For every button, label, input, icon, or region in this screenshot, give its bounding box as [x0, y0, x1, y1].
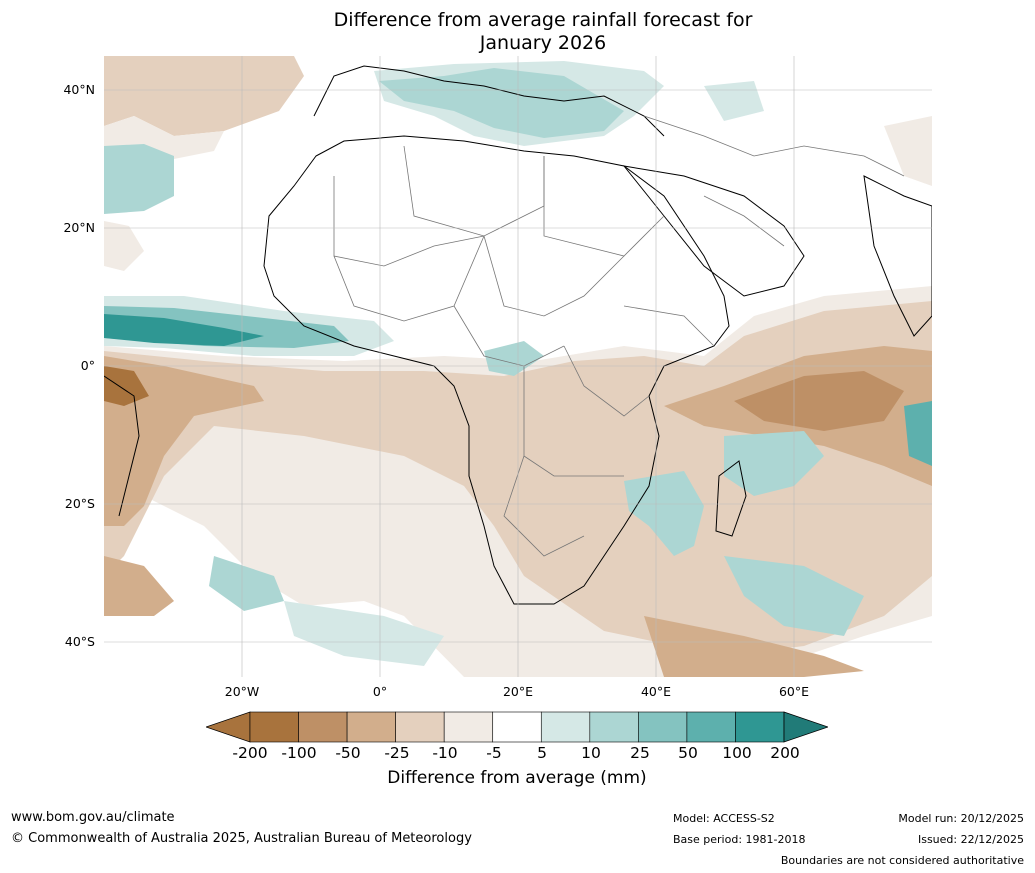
- lat-label-40n: 40°N: [63, 82, 95, 97]
- wet-area-mozambique-channel: [624, 471, 704, 556]
- colorbar-tick: 25: [630, 744, 650, 762]
- colorbar-tick: 200: [770, 744, 800, 762]
- colorbar-label: Difference from average (mm): [387, 768, 647, 788]
- chart-title: Difference from average rainfall forecas…: [0, 9, 1035, 55]
- footer-issued: Issued: 22/12/2025: [917, 833, 1024, 846]
- colorbar-cell: [395, 711, 445, 743]
- colorbar-cell: [346, 711, 396, 743]
- wet-area-atlantic-north: [104, 144, 174, 214]
- colorbar-tick: -100: [281, 744, 317, 762]
- dry-area-brazil-core: [104, 366, 149, 406]
- wet-area-gulf-guinea-core: [104, 314, 264, 346]
- colorbar-cell: [589, 711, 639, 743]
- footer-base-period: Base period: 1981-2018: [673, 833, 806, 846]
- dry-area-east-asia: [884, 116, 932, 186]
- dry-area-atlantic-north: [104, 56, 304, 136]
- colorbar-extend-high: [783, 711, 828, 743]
- colorbar: [206, 711, 828, 743]
- colorbar-cell: [638, 711, 688, 743]
- madagascar-coastline: [715, 460, 747, 537]
- colorbar-tick: -10: [432, 744, 458, 762]
- colorbar-extend-low: [206, 711, 251, 743]
- colorbar-tick: 50: [678, 744, 698, 762]
- lat-label-20s: 20°S: [64, 496, 95, 511]
- lon-label-20w: 20°W: [224, 684, 260, 699]
- wet-area-black-sea: [704, 81, 764, 121]
- dry-area-south-atlantic: [104, 556, 174, 616]
- footer-model-run: Model run: 20/12/2025: [898, 812, 1024, 825]
- footer-copyright: © Commonwealth of Australia 2025, Austra…: [11, 831, 472, 846]
- lat-label-20n: 20°N: [63, 220, 95, 235]
- title-line-1: Difference from average rainfall forecas…: [333, 9, 753, 31]
- dry-area-indian-ocean-core: [734, 371, 904, 431]
- lon-label-60e: 60°E: [778, 684, 810, 699]
- colorbar-cell: [540, 711, 591, 743]
- colorbar-cell: [298, 711, 348, 743]
- lon-label-0: 0°: [372, 684, 388, 699]
- lat-label-40s: 40°S: [64, 634, 95, 649]
- colorbar-cell: [492, 711, 542, 743]
- dry-area-brazil: [104, 356, 264, 526]
- europe-coastline: [313, 65, 665, 137]
- lat-label-0: 0°: [80, 358, 95, 373]
- colorbar-tick: -5: [486, 744, 502, 762]
- rainfall-map: [104, 56, 932, 677]
- wet-area-east-indian: [904, 401, 932, 466]
- wet-area-madagascar-east: [724, 431, 824, 496]
- title-line-2: January 2026: [479, 32, 607, 54]
- footer-url[interactable]: www.bom.gov.au/climate: [11, 810, 175, 825]
- lon-label-40e: 40°E: [640, 684, 672, 699]
- wet-area-congo: [484, 341, 544, 376]
- wet-area-mediterranean: [379, 68, 624, 138]
- wet-area-south-atlantic-2: [284, 601, 444, 666]
- africa-coastline: [263, 135, 730, 605]
- gridlines: [104, 56, 932, 677]
- south-america-coastline: [104, 375, 140, 517]
- colorbar-cell: [735, 711, 785, 743]
- colorbar-tick: -50: [335, 744, 361, 762]
- colorbar-cells: [249, 711, 785, 743]
- colorbar-tick: -25: [384, 744, 410, 762]
- footer-model: Model: ACCESS-S2: [673, 812, 775, 825]
- wet-area-south-atlantic-1: [209, 556, 284, 611]
- india-coastline: [863, 175, 932, 337]
- dry-area-atlantic-central: [104, 221, 144, 271]
- dry-area-south-indian: [644, 616, 864, 677]
- colorbar-cell: [249, 711, 299, 743]
- footer-disclaimer: Boundaries are not considered authoritat…: [780, 854, 1024, 867]
- colorbar-cell: [443, 711, 494, 743]
- colorbar-tick: 100: [722, 744, 752, 762]
- colorbar-tick: 10: [581, 744, 601, 762]
- colorbar-cell: [686, 711, 736, 743]
- country-boundaries: [333, 115, 905, 557]
- colorbar-tick: -200: [232, 744, 268, 762]
- lon-label-20e: 20°E: [502, 684, 534, 699]
- colorbar-tick: 5: [537, 744, 547, 762]
